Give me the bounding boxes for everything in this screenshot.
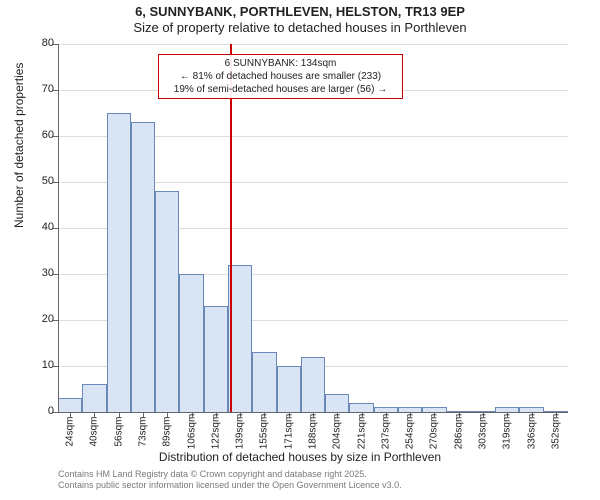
x-tick-label: 171sqm — [283, 412, 294, 452]
attribution-block: Contains HM Land Registry data © Crown c… — [58, 469, 402, 492]
annotation-line3: 19% of semi-detached houses are larger (… — [163, 83, 398, 96]
y-axis-line — [58, 44, 59, 412]
histogram-bar — [155, 191, 179, 412]
y-tick-label: 20 — [24, 313, 54, 325]
histogram-bar — [179, 274, 203, 412]
y-tick-label: 10 — [24, 359, 54, 371]
y-tick-label: 70 — [24, 83, 54, 95]
histogram-bar — [204, 306, 228, 412]
attribution-line2: Contains public sector information licen… — [58, 480, 402, 491]
chart-title-block: 6, SUNNYBANK, PORTHLEVEN, HELSTON, TR13 … — [0, 0, 600, 35]
chart-title-line2: Size of property relative to detached ho… — [0, 20, 600, 35]
histogram-bar — [131, 122, 155, 412]
grid-line — [58, 44, 568, 45]
y-tick-label: 0 — [24, 405, 54, 417]
x-tick-label: 319sqm — [502, 412, 513, 452]
y-tick-label: 30 — [24, 267, 54, 279]
x-axis-label: Distribution of detached houses by size … — [0, 450, 600, 464]
histogram-bar — [252, 352, 276, 412]
histogram-bar — [82, 384, 106, 412]
x-tick-label: 286sqm — [453, 412, 464, 452]
x-tick-label: 24sqm — [65, 412, 76, 452]
x-tick-label: 89sqm — [162, 412, 173, 452]
y-tick-label: 50 — [24, 175, 54, 187]
x-tick-label: 254sqm — [405, 412, 416, 452]
x-tick-label: 303sqm — [478, 412, 489, 452]
x-tick-label: 56sqm — [113, 412, 124, 452]
plot-area: 6 SUNNYBANK: 134sqm← 81% of detached hou… — [58, 44, 568, 412]
x-tick-label: 122sqm — [210, 412, 221, 452]
annotation-line1: 6 SUNNYBANK: 134sqm — [163, 57, 398, 70]
histogram-bar — [325, 394, 349, 412]
histogram-bar — [277, 366, 301, 412]
x-tick-label: 270sqm — [429, 412, 440, 452]
y-tick-label: 80 — [24, 37, 54, 49]
histogram-bar — [301, 357, 325, 412]
x-tick-label: 73sqm — [138, 412, 149, 452]
attribution-line1: Contains HM Land Registry data © Crown c… — [58, 469, 402, 480]
histogram-bar — [107, 113, 131, 412]
x-tick-label: 336sqm — [526, 412, 537, 452]
y-tick-label: 60 — [24, 129, 54, 141]
x-tick-label: 139sqm — [235, 412, 246, 452]
histogram-bar — [58, 398, 82, 412]
x-tick-label: 106sqm — [186, 412, 197, 452]
x-tick-label: 155sqm — [259, 412, 270, 452]
x-tick-label: 352sqm — [550, 412, 561, 452]
x-tick-label: 204sqm — [332, 412, 343, 452]
x-tick-label: 237sqm — [380, 412, 391, 452]
chart-title-line1: 6, SUNNYBANK, PORTHLEVEN, HELSTON, TR13 … — [0, 4, 600, 19]
y-tick-label: 40 — [24, 221, 54, 233]
x-tick-label: 221sqm — [356, 412, 367, 452]
annotation-box: 6 SUNNYBANK: 134sqm← 81% of detached hou… — [158, 54, 403, 99]
x-tick-label: 188sqm — [308, 412, 319, 452]
x-tick-label: 40sqm — [89, 412, 100, 452]
marker-line — [230, 44, 231, 412]
annotation-line2: ← 81% of detached houses are smaller (23… — [163, 70, 398, 83]
